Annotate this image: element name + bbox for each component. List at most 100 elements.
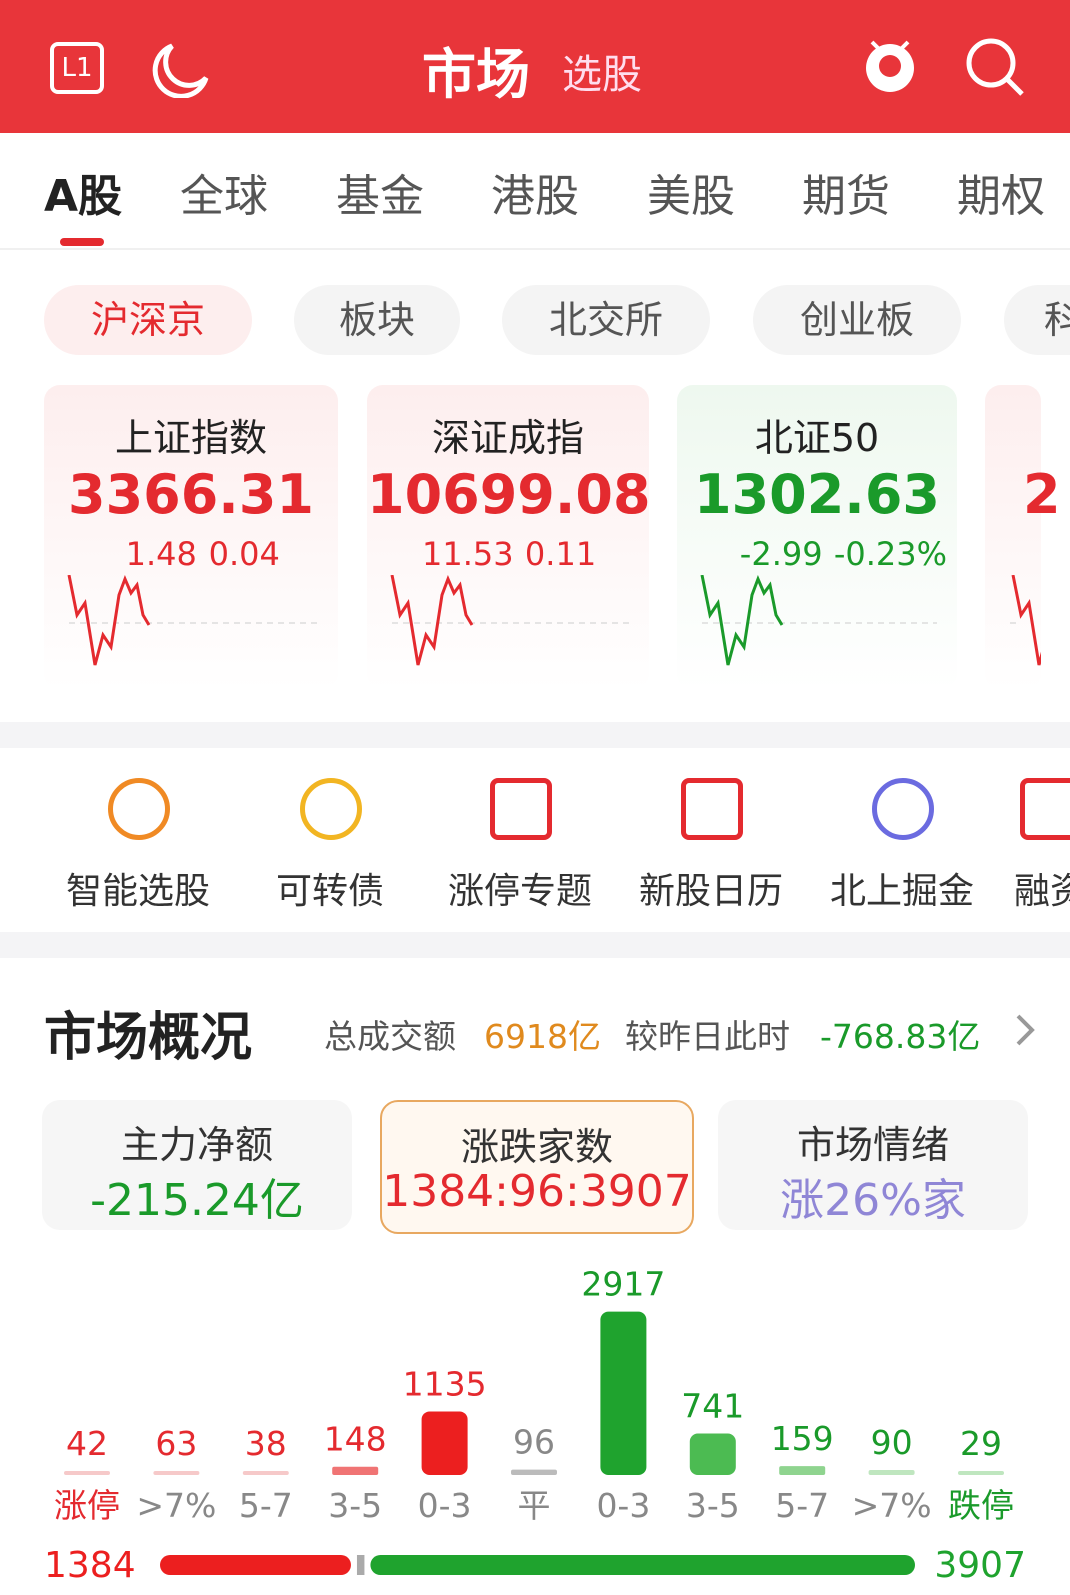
bar xyxy=(64,1471,110,1475)
category-label: 3-5 xyxy=(686,1486,740,1525)
tool-icon[interactable] xyxy=(108,778,170,840)
filter-pill[interactable]: 板块 xyxy=(294,285,460,355)
night-mode-icon[interactable] xyxy=(150,38,212,98)
bar-value: 29 xyxy=(960,1424,1002,1463)
filter-pill-label: 创业板 xyxy=(799,298,914,342)
bar-value: 38 xyxy=(245,1424,287,1463)
market-tab[interactable]: 期货 xyxy=(802,171,890,222)
filter-pill[interactable]: 沪深京 xyxy=(44,285,252,355)
tool-icon[interactable] xyxy=(1020,778,1070,840)
tab-indicator xyxy=(60,238,104,246)
category-label: 3-5 xyxy=(328,1486,382,1525)
bar xyxy=(421,1411,468,1475)
page-title: 市场 xyxy=(422,43,530,106)
market-tab[interactable]: 期权 xyxy=(957,171,1045,222)
index-card[interactable]: 2 xyxy=(985,385,1061,690)
tool-label[interactable]: 融资 xyxy=(1013,871,1070,912)
index-name: 上证指数 xyxy=(114,416,267,460)
category-label: 涨停 xyxy=(54,1486,120,1525)
market-tab[interactable]: A股 xyxy=(44,171,123,222)
flat-segment xyxy=(356,1555,365,1575)
page-subtitle[interactable]: 选股 xyxy=(562,52,642,98)
index-pct: 0.04 xyxy=(208,535,280,573)
overview-card-label: 涨跌家数 xyxy=(460,1125,613,1169)
filter-pill-label: 北交所 xyxy=(548,298,663,342)
turnover-label: 总成交额 xyxy=(324,1017,456,1056)
index-card[interactable]: 上证指数 3366.31 1.48 0.04 xyxy=(44,385,338,690)
distribution-chart: 42 涨停 63 >7% 38 5-7 148 3-5 1135 0-3 96 平 2917 0-3 741… xyxy=(44,1265,1026,1586)
market-tab[interactable]: 全球 xyxy=(180,171,268,222)
bar-value: 1135 xyxy=(403,1364,487,1403)
market-tab[interactable]: 基金 xyxy=(336,171,424,222)
tool-icon[interactable] xyxy=(300,778,362,840)
search-icon[interactable] xyxy=(962,34,1028,100)
sparkline xyxy=(700,575,937,666)
bar-value: 96 xyxy=(513,1423,555,1462)
category-label: 平 xyxy=(518,1486,551,1525)
filter-pill-label: 板块 xyxy=(338,298,415,342)
overview-card[interactable]: 主力净额 -215.24亿 xyxy=(42,1100,352,1230)
index-card[interactable]: 北证50 1302.63 -2.99 -0.23% xyxy=(677,385,957,690)
overview-card-label: 市场情绪 xyxy=(796,1123,949,1167)
category-label: 跌停 xyxy=(948,1486,1014,1525)
overview-card-value: 涨26%家 xyxy=(780,1175,966,1226)
bar-value: 741 xyxy=(681,1387,744,1426)
compare-value: -768.83亿 xyxy=(820,1017,981,1056)
up-segment xyxy=(160,1555,351,1575)
tool-label[interactable]: 涨停专题 xyxy=(447,871,592,912)
index-value: 1302.63 xyxy=(694,463,940,526)
index-name: 北证50 xyxy=(754,416,880,460)
bar-value: 2917 xyxy=(581,1265,665,1304)
bar-value: 42 xyxy=(66,1424,108,1463)
tool-label[interactable]: 智能选股 xyxy=(65,871,210,912)
filter-pill[interactable]: 北交所 xyxy=(502,285,710,355)
index-pct: -0.23% xyxy=(833,535,948,573)
section-gap xyxy=(0,722,1070,748)
index-change: 1.48 xyxy=(125,535,197,573)
overview-card[interactable]: 市场情绪涨26%家 xyxy=(718,1100,1028,1230)
tool-icon[interactable] xyxy=(490,778,552,840)
sparkline xyxy=(1010,575,1041,666)
filter-pill-label: 科 xyxy=(1044,298,1070,342)
tool-icon[interactable] xyxy=(681,778,743,840)
bar xyxy=(779,1466,826,1475)
category-label: 5-7 xyxy=(239,1486,293,1525)
up-count: 1384 xyxy=(44,1545,136,1586)
market-tab[interactable]: 港股 xyxy=(491,171,579,222)
index-pct: 0.11 xyxy=(524,535,597,573)
tool-label[interactable]: 可转债 xyxy=(275,871,384,912)
overview-card-value: 1384:96:3907 xyxy=(382,1166,692,1217)
down-count: 3907 xyxy=(934,1545,1026,1586)
filter-pill[interactable]: 创业板 xyxy=(753,285,961,355)
index-value: 10699.08 xyxy=(367,463,651,526)
index-value: 3366.31 xyxy=(68,463,314,526)
filter-pill[interactable]: 科 xyxy=(1004,285,1070,355)
overview-card-value: -215.24亿 xyxy=(90,1175,304,1226)
section-title: 市场概况 xyxy=(44,1008,253,1068)
level-button[interactable]: L1 xyxy=(50,42,104,94)
market-tab[interactable]: 美股 xyxy=(647,171,735,222)
category-label: >7% xyxy=(136,1486,216,1525)
bar-value: 159 xyxy=(771,1419,834,1458)
overview-card-label: 主力净额 xyxy=(120,1123,273,1167)
compare-label: 较昨日此时 xyxy=(625,1017,790,1056)
mascot-icon[interactable] xyxy=(858,32,922,100)
bar xyxy=(153,1471,200,1475)
overview-card[interactable]: 涨跌家数 1384:96:3907 xyxy=(380,1100,694,1234)
bar-value: 148 xyxy=(324,1420,387,1459)
bar xyxy=(242,1471,289,1475)
down-segment xyxy=(370,1555,915,1575)
filter-pill-label: 沪深京 xyxy=(90,298,205,342)
chevron-icon[interactable] xyxy=(1010,1010,1040,1050)
divider xyxy=(0,248,1070,250)
bar-value: 90 xyxy=(871,1423,913,1462)
index-card[interactable]: 深证成指 10699.08 11.53 0.11 xyxy=(367,385,651,690)
category-label: 0-3 xyxy=(418,1486,472,1525)
sparkline xyxy=(390,575,629,666)
index-value: 2 xyxy=(1023,463,1061,526)
tool-label[interactable]: 新股日历 xyxy=(638,871,783,912)
tool-icon[interactable] xyxy=(872,778,934,840)
top-bar: L1 市场 选股 xyxy=(0,0,1070,133)
tool-label[interactable]: 北上掘金 xyxy=(829,871,974,912)
